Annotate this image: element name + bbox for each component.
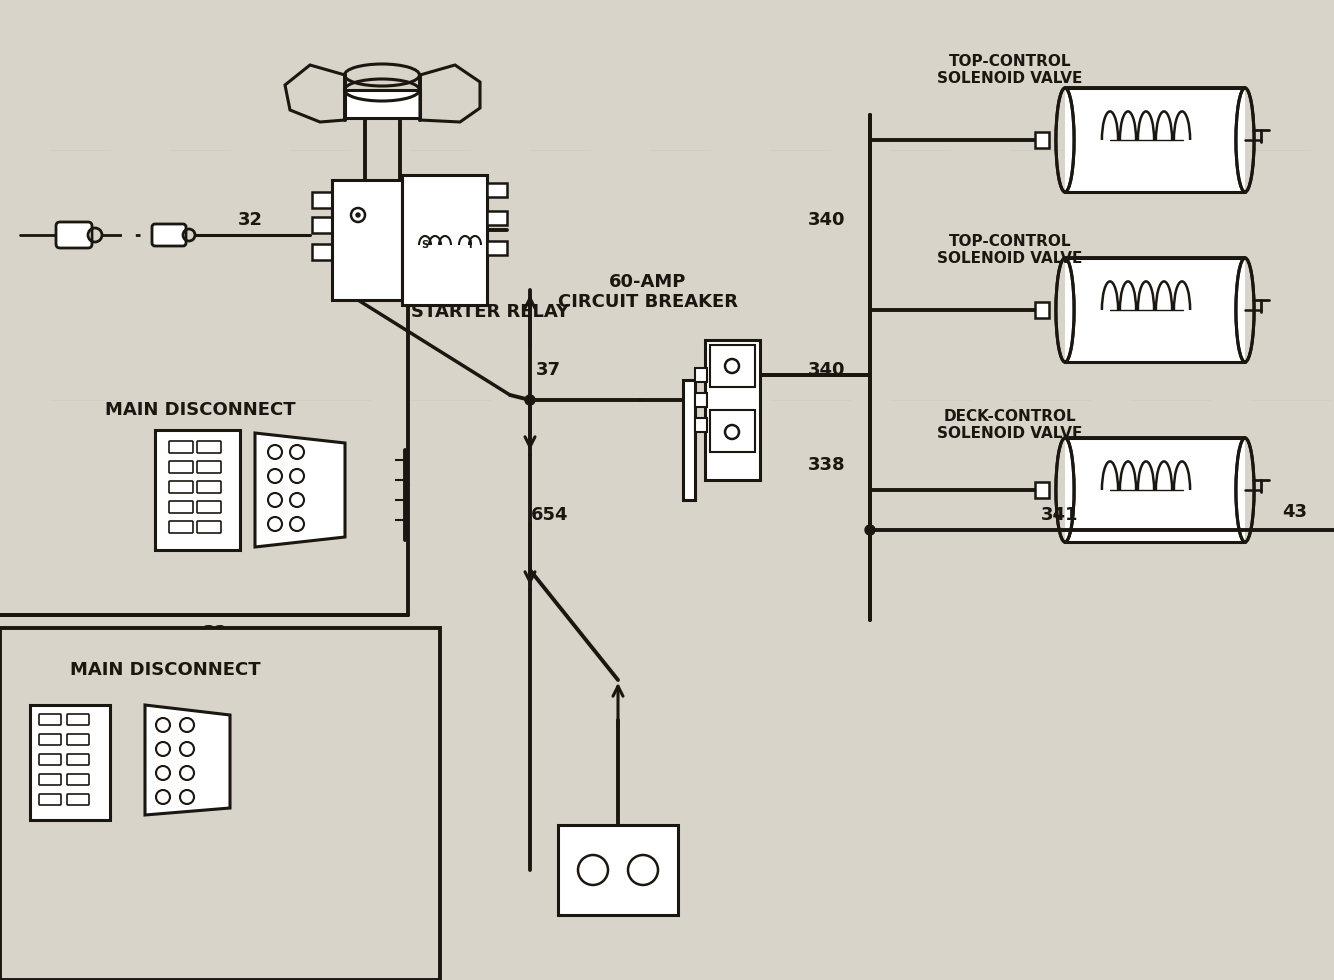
Bar [710, 410, 755, 452]
FancyBboxPatch shape [169, 501, 193, 513]
Text: TOP-CONTROL
SOLENOID VALVE: TOP-CONTROL SOLENOID VALVE [938, 54, 1083, 86]
FancyBboxPatch shape [67, 774, 89, 785]
Bar [704, 340, 760, 480]
Circle shape [864, 525, 875, 535]
FancyBboxPatch shape [1035, 132, 1049, 148]
FancyBboxPatch shape [152, 224, 185, 246]
FancyBboxPatch shape [197, 481, 221, 493]
FancyBboxPatch shape [155, 430, 240, 550]
Circle shape [356, 213, 360, 217]
Text: I: I [468, 240, 472, 250]
FancyBboxPatch shape [39, 774, 61, 785]
FancyBboxPatch shape [1035, 302, 1049, 318]
Bar [1065, 88, 1245, 192]
Circle shape [526, 395, 535, 405]
Bar [332, 180, 402, 300]
FancyBboxPatch shape [487, 211, 507, 225]
Bar [710, 345, 755, 387]
FancyBboxPatch shape [197, 521, 221, 533]
FancyBboxPatch shape [197, 501, 221, 513]
FancyBboxPatch shape [39, 754, 61, 765]
FancyBboxPatch shape [56, 222, 92, 248]
FancyBboxPatch shape [197, 441, 221, 453]
Bar [683, 380, 695, 500]
FancyBboxPatch shape [169, 441, 193, 453]
FancyBboxPatch shape [312, 192, 334, 208]
Bar [0, 628, 440, 980]
Bar [346, 90, 420, 118]
Text: 37: 37 [535, 361, 560, 379]
Text: 60-AMP
CIRCUIT BREAKER: 60-AMP CIRCUIT BREAKER [558, 272, 738, 312]
Text: 340: 340 [807, 361, 844, 379]
Polygon shape [145, 705, 229, 815]
FancyBboxPatch shape [39, 734, 61, 745]
Text: 340: 340 [807, 211, 844, 229]
FancyBboxPatch shape [67, 734, 89, 745]
Text: 338: 338 [807, 456, 844, 474]
Text: MAIN DISCONNECT: MAIN DISCONNECT [69, 661, 260, 679]
FancyBboxPatch shape [39, 794, 61, 805]
FancyBboxPatch shape [312, 217, 334, 233]
Text: DECK-CONTROL
SOLENOID VALVE: DECK-CONTROL SOLENOID VALVE [938, 409, 1083, 441]
FancyBboxPatch shape [169, 521, 193, 533]
FancyBboxPatch shape [67, 794, 89, 805]
FancyBboxPatch shape [169, 461, 193, 473]
Bar [1065, 258, 1245, 362]
Bar [29, 705, 109, 820]
FancyBboxPatch shape [487, 241, 507, 255]
FancyBboxPatch shape [695, 393, 707, 407]
Text: 654: 654 [531, 506, 568, 524]
FancyBboxPatch shape [695, 418, 707, 432]
FancyBboxPatch shape [169, 481, 193, 493]
FancyBboxPatch shape [1035, 482, 1049, 498]
Text: 32: 32 [237, 211, 263, 229]
Text: 32: 32 [203, 624, 228, 642]
FancyBboxPatch shape [67, 714, 89, 725]
Text: 43: 43 [1282, 503, 1307, 521]
FancyBboxPatch shape [197, 461, 221, 473]
FancyBboxPatch shape [695, 368, 707, 382]
FancyBboxPatch shape [312, 244, 334, 260]
Bar [402, 175, 487, 305]
Text: MAIN DISCONNECT: MAIN DISCONNECT [104, 401, 295, 419]
FancyBboxPatch shape [67, 754, 89, 765]
Polygon shape [255, 433, 346, 547]
Bar [1065, 438, 1245, 542]
Text: TOP-CONTROL
SOLENOID VALVE: TOP-CONTROL SOLENOID VALVE [938, 234, 1083, 267]
Text: 341: 341 [1042, 506, 1079, 524]
Bar [29, 420, 395, 560]
Bar [558, 825, 678, 915]
Text: S: S [422, 240, 428, 250]
FancyBboxPatch shape [39, 714, 61, 725]
FancyBboxPatch shape [487, 183, 507, 197]
Text: STARTER RELAY: STARTER RELAY [411, 303, 570, 321]
